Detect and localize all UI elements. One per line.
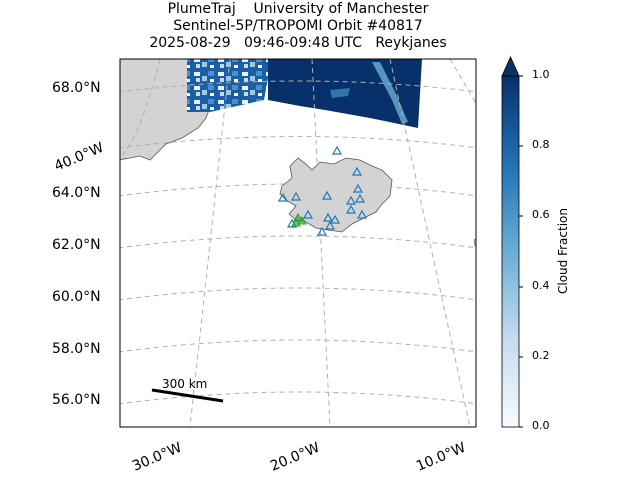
gridline-lat-58n — [120, 339, 476, 353]
gridline-lon-0 — [449, 59, 476, 105]
colorbar-tick-label: 0.0 — [532, 419, 550, 432]
colorbar-extend-arrow — [501, 56, 520, 77]
gridline-lon-20w — [311, 59, 331, 427]
gridline-lat-62n — [120, 235, 476, 249]
colorbar-tick-label: 1.0 — [532, 68, 550, 81]
station-marker — [316, 226, 328, 236]
lat-label-56n: 56.0°N — [52, 392, 101, 408]
station-marker — [345, 204, 357, 214]
vent-marker — [291, 217, 301, 227]
gridline-lat-56n — [120, 391, 476, 405]
scale-bar-label: 300 km — [162, 377, 208, 391]
station-marker — [352, 183, 364, 193]
colorbar-tick-label: 0.6 — [532, 208, 550, 221]
lat-label-64n: 64.0°N — [52, 185, 101, 201]
station-marker — [277, 192, 289, 202]
station-marker — [329, 214, 341, 224]
swath-streak — [372, 62, 408, 124]
scale-bar — [151, 388, 224, 403]
gridline-lat-68n — [120, 80, 476, 93]
lat-label-58n: 58.0°N — [52, 341, 101, 357]
gridline-lon-30w — [189, 59, 231, 427]
lat-label-60n: 60.0°N — [52, 289, 101, 305]
station-marker — [351, 166, 363, 176]
station-marker — [324, 220, 336, 230]
swath-streak — [330, 88, 350, 98]
station-marker — [354, 193, 366, 203]
gridline-lat-66n — [120, 136, 476, 149]
lat-label-62n: 62.0°N — [52, 237, 101, 253]
colorbar-tick-label: 0.2 — [532, 349, 550, 362]
title-line-1: PlumeTraj University of Manchester — [167, 1, 429, 17]
gridline-lon-10w — [389, 59, 471, 427]
title-line-3: 2025-08-29 09:46-09:48 UTC Reykjanes — [149, 35, 447, 51]
station-marker — [290, 191, 302, 201]
colorbar-gradient — [501, 75, 520, 428]
colorbar-tick-label: 0.4 — [532, 279, 550, 292]
gridline-lat-60n — [120, 287, 476, 301]
title-line-2: Sentinel-5P/TROPOMI Orbit #40817 — [173, 18, 423, 34]
map-frame — [119, 58, 477, 428]
station-marker — [302, 209, 314, 219]
colorbar-tick-label: 0.8 — [532, 138, 550, 151]
station-marker — [321, 190, 333, 200]
station-marker — [322, 212, 334, 222]
lat-label-68n: 68.0°N — [52, 80, 101, 96]
station-marker — [331, 145, 343, 155]
colorbar-label: Cloud Fraction — [556, 208, 570, 294]
vent-marker — [297, 215, 307, 225]
swath-textured — [187, 59, 292, 112]
station-marker — [345, 195, 357, 205]
station-marker — [356, 209, 368, 219]
gridline-lon-40w — [120, 59, 161, 159]
